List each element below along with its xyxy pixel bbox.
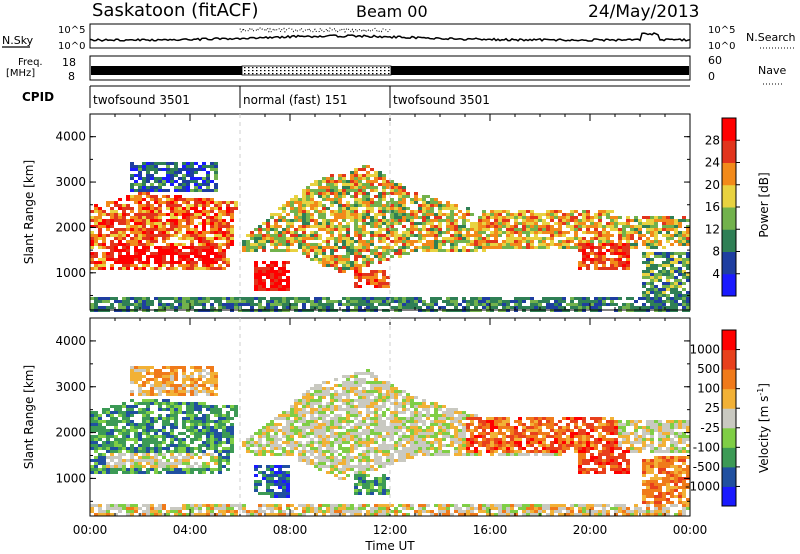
colorbar-tick-label: 28 — [705, 133, 720, 147]
colorbar-swatch — [722, 447, 736, 468]
beam-label: Beam 00 — [356, 2, 428, 21]
range-tick-label: 1000 — [55, 266, 86, 280]
noise-tick-right-bottom: 10^0 — [708, 41, 735, 52]
range-tick-label: 3000 — [55, 380, 86, 394]
range-tick-label: 4000 — [55, 130, 86, 144]
nave-label: Nave — [758, 64, 786, 77]
freq-unit-label: [MHz] — [6, 68, 35, 79]
range-tick-label: 1000 — [55, 471, 86, 485]
noise-tick-right-top: 10^5 — [708, 25, 735, 36]
colorbar-swatch — [722, 486, 736, 507]
time-tick-label: 16:00 — [473, 523, 508, 537]
colorbar-swatch — [722, 229, 736, 252]
colorbar-swatch — [722, 184, 736, 208]
colorbar-swatch — [722, 162, 736, 186]
freq-strip — [89, 55, 691, 81]
velocity-colorbar: 1000 500 100 25 -25 -100 -500 -1000 — [685, 329, 740, 507]
colorbar-tick-label: 100 — [697, 382, 720, 396]
range-tick-label: 2000 — [55, 426, 86, 440]
cpid-segment-label: normal (fast) 151 — [243, 93, 347, 107]
freq-bar-segment-3 — [391, 66, 689, 75]
colorbar-swatch — [722, 330, 736, 351]
colorbar-swatch — [722, 273, 736, 297]
colorbar-swatch — [722, 369, 736, 390]
freq-bar-segment-1 — [91, 66, 242, 75]
colorbar-tick-label: 4 — [712, 267, 720, 281]
freq-label: Freq. — [18, 57, 43, 68]
colorbar-swatch — [722, 427, 736, 448]
power-colorbar: 28 24 20 16 12 8 4 — [705, 117, 740, 297]
nsky-label: N.Sky — [2, 34, 34, 47]
colorbar-tick-label: -100 — [693, 440, 720, 454]
power-ylabel: Slant Range [km] — [22, 160, 36, 264]
colorbar-tick-label: -1000 — [685, 479, 720, 493]
colorbar-swatch — [722, 466, 736, 487]
cpid-row: twofsound 3501 normal (fast) 151 twofsound… — [89, 85, 690, 108]
freq-tick-top: 18 — [62, 56, 76, 69]
colorbar-tick-label: 24 — [705, 156, 720, 170]
colorbar-swatch — [722, 388, 736, 409]
noise-search-trace — [239, 26, 391, 34]
noise-sky-trace — [89, 32, 691, 42]
noise-tick-left-bottom: 10^0 — [58, 41, 85, 52]
cpid-segment-label: twofsound 3501 — [393, 93, 490, 107]
date-label: 24/May/2013 — [588, 2, 700, 22]
cpid-segment-label: twofsound 3501 — [93, 93, 190, 107]
station-title: Saskatoon (fitACF) — [92, 0, 259, 21]
colorbar-tick-label: 25 — [705, 401, 720, 415]
velocity-panel: 4000 3000 2000 1000 — [55, 317, 691, 517]
colorbar-tick-label: 12 — [705, 222, 720, 236]
noise-tick-left-top: 10^5 — [58, 25, 85, 36]
nsearch-label: N.Search — [746, 31, 796, 44]
freq-tick-bottom: 8 — [68, 70, 75, 83]
colorbar-swatch — [722, 140, 736, 163]
time-axis-label: Time UT — [364, 539, 415, 553]
nave-tick-top: 60 — [708, 54, 722, 67]
colorbar-swatch — [722, 349, 736, 370]
velocity-colorbar-label: Velocity [m s-1] — [756, 383, 771, 473]
colorbar-tick-label: 500 — [697, 362, 720, 376]
colorbar-tick-label: 16 — [705, 200, 720, 214]
time-tick-label: 00:00 — [73, 523, 108, 537]
colorbar-tick-label: 20 — [705, 178, 720, 192]
time-tick-label: 20:00 — [573, 523, 608, 537]
time-tick-label: 12:00 — [373, 523, 408, 537]
time-axis: 00:00 04:00 08:00 12:00 16:00 20:00 00:00 — [73, 523, 708, 537]
time-tick-label: 08:00 — [273, 523, 308, 537]
range-tick-label: 2000 — [55, 220, 86, 234]
colorbar-tick-label: 8 — [712, 245, 720, 259]
colorbar-swatch — [722, 207, 736, 230]
power-panel: 4000 3000 2000 1000 — [55, 113, 691, 312]
cpid-label: CPID — [22, 90, 54, 104]
colorbar-tick-label: 1000 — [689, 343, 720, 357]
freq-bar-segment-2 — [241, 65, 392, 76]
colorbar-tick-label: -500 — [693, 460, 720, 474]
colorbar-swatch — [722, 408, 736, 429]
velocity-ylabel: Slant Range [km] — [22, 365, 36, 469]
range-tick-label: 3000 — [55, 175, 86, 189]
range-tick-label: 4000 — [55, 334, 86, 348]
nave-tick-bottom: 0 — [708, 70, 715, 83]
power-colorbar-label: Power [dB] — [757, 172, 771, 237]
time-tick-label: 00:00 — [673, 523, 708, 537]
time-tick-label: 04:00 — [173, 523, 208, 537]
colorbar-tick-label: -25 — [700, 421, 720, 435]
colorbar-swatch — [722, 118, 736, 141]
colorbar-swatch — [722, 251, 736, 275]
noise-strip — [89, 23, 691, 49]
